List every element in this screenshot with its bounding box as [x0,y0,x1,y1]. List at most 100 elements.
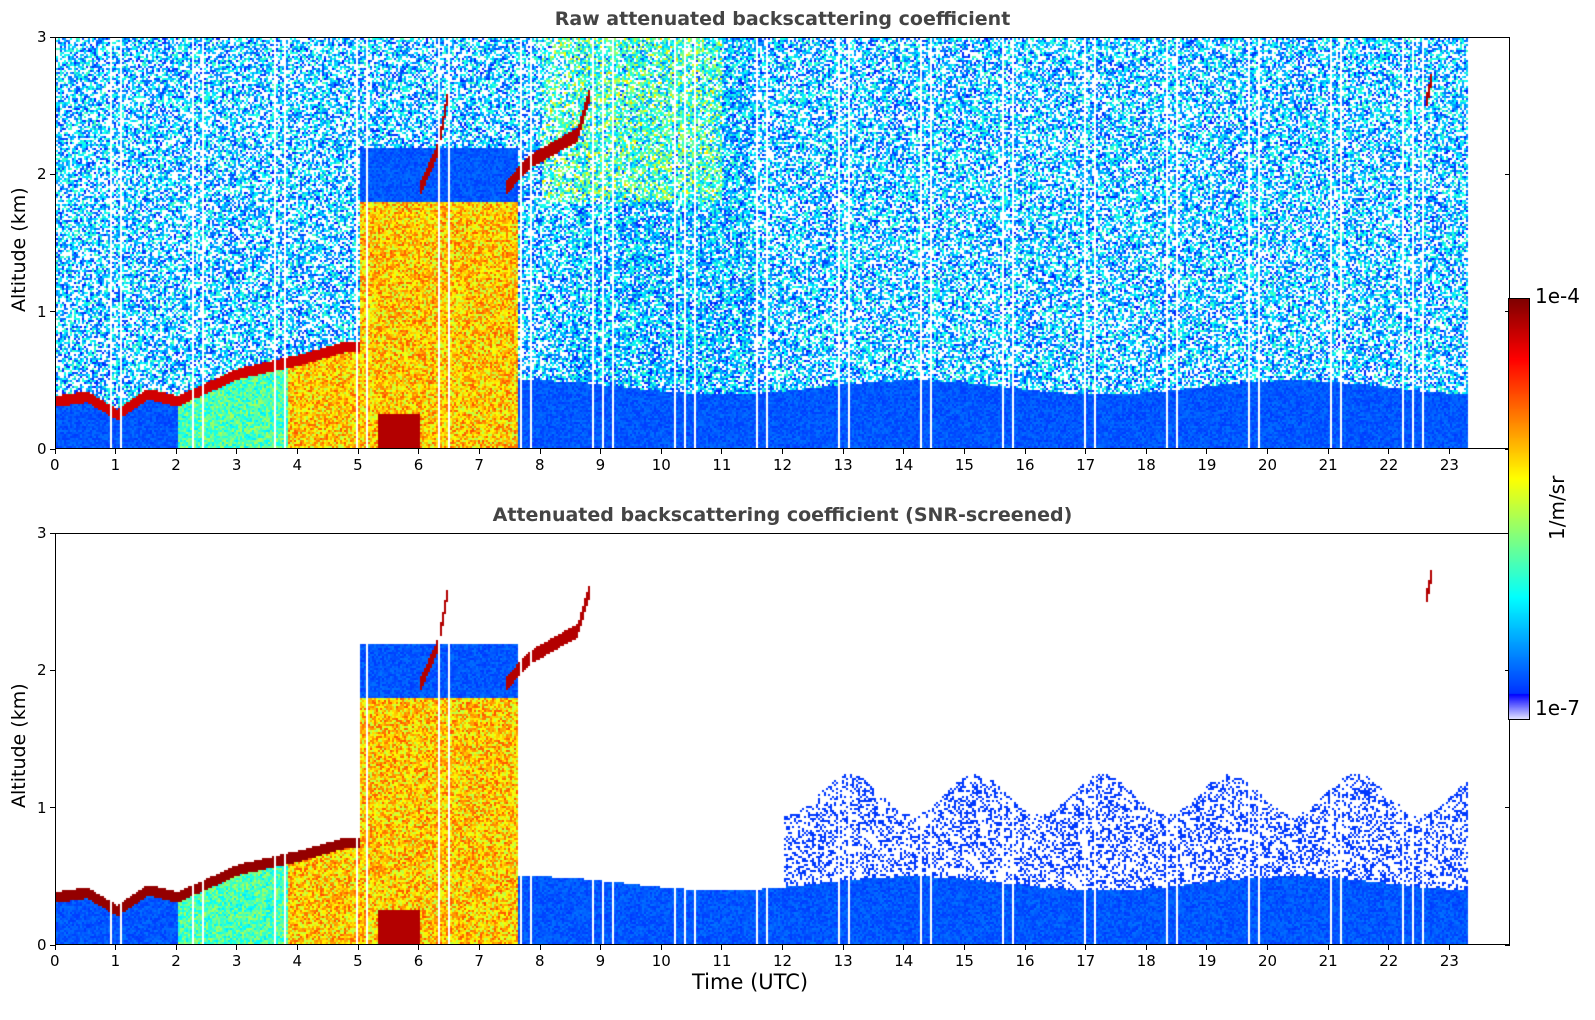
colorbar-max-label: 1e-4 [1535,284,1580,308]
x-tick-label: 3 [231,952,242,970]
x-tick-label: 14 [894,952,914,970]
x-tick-label: 23 [1439,456,1459,474]
x-tick [1448,449,1450,454]
y-tick [1505,173,1510,175]
x-tick-label: 11 [712,456,732,474]
x-tick-label: 10 [651,456,671,474]
x-tick [1024,449,1026,454]
x-tick [1267,449,1268,454]
x-tick-label: 22 [1379,952,1399,970]
y-tick-label: 3 [37,28,47,46]
y-tick [50,311,55,313]
y-tick [1505,669,1510,671]
x-axis-label: Time (UTC) [692,970,809,994]
x-tick-label: 17 [1076,456,1096,474]
panel2-ylabel: Altitude (km) [8,683,30,808]
x-tick [1327,945,1329,950]
x-tick [357,945,359,950]
snr-screened-heatmap [55,533,1510,945]
x-tick-label: 12 [773,456,793,474]
x-tick-label: 21 [1318,952,1338,970]
x-tick-label: 6 [413,952,424,970]
x-tick [1085,945,1087,950]
x-tick [782,449,783,454]
x-tick [721,945,723,950]
x-tick-label: 10 [651,952,671,970]
x-tick-label: 20 [1258,456,1278,474]
x-tick [903,449,905,454]
x-tick [842,449,844,454]
x-tick [539,945,541,950]
x-tick [175,945,177,950]
x-tick [660,449,662,454]
x-tick-label: 4 [292,456,303,474]
x-tick [1388,945,1390,950]
colorbar-gradient [1509,299,1529,719]
x-tick-label: 0 [50,952,60,970]
x-tick [903,945,905,950]
x-tick [478,449,480,454]
x-tick [236,945,238,950]
y-tick [50,532,55,534]
x-tick [963,449,965,454]
y-tick [50,36,55,38]
panel1-title: Raw attenuated backscattering coefficien… [554,8,1011,30]
x-tick [115,945,117,950]
x-tick [1085,449,1087,454]
x-tick [175,449,177,454]
x-tick-label: 1 [110,456,121,474]
x-tick [600,945,602,950]
x-tick [478,945,480,950]
y-tick-label: 2 [37,661,47,680]
x-tick [236,449,238,454]
x-tick [357,449,359,454]
x-tick-label: 11 [712,952,732,970]
x-tick-label: 13 [833,952,853,970]
x-tick-label: 20 [1258,952,1278,970]
x-tick-label: 2 [171,456,181,474]
y-tick-label: 1 [37,798,47,817]
x-tick [1145,945,1147,950]
x-tick-label: 19 [1197,456,1217,474]
screened-heatmap-canvas [56,534,1509,944]
y-tick [1505,311,1510,313]
panel1-ylabel: Altitude (km) [8,187,30,312]
raw-backscatter-heatmap [55,37,1510,449]
x-tick [1267,945,1268,950]
x-tick-label: 3 [231,456,242,474]
x-tick [963,945,965,950]
x-tick-label: 5 [353,952,363,970]
y-tick-label: 0 [37,936,47,954]
x-tick-label: 6 [413,456,424,474]
x-tick-label: 7 [474,456,484,474]
x-tick-label: 4 [292,952,303,970]
x-tick [115,449,117,454]
x-tick [297,449,298,454]
x-tick-label: 7 [474,952,484,970]
x-tick-label: 5 [353,456,363,474]
y-tick [50,669,55,671]
x-tick-label: 16 [1015,952,1035,970]
y-tick-label: 2 [37,165,47,184]
x-tick [1024,945,1026,950]
x-tick-label: 21 [1318,456,1338,474]
y-tick [1505,36,1510,38]
x-tick [54,945,56,950]
x-tick [1206,449,1208,454]
panel2-title: Attenuated backscattering coefficient (S… [492,504,1073,526]
x-tick [1145,449,1147,454]
raw-heatmap-canvas [56,38,1509,448]
x-tick [721,449,723,454]
x-tick [1206,945,1208,950]
x-tick [418,945,420,950]
x-tick-label: 12 [773,952,793,970]
x-tick [418,449,420,454]
y-tick [50,448,55,450]
y-tick-label: 0 [37,440,47,458]
x-tick-label: 15 [954,456,974,474]
x-tick-label: 8 [535,952,545,970]
x-tick-label: 0 [50,456,60,474]
x-tick [782,945,783,950]
x-tick [600,449,602,454]
y-tick [1505,944,1510,946]
